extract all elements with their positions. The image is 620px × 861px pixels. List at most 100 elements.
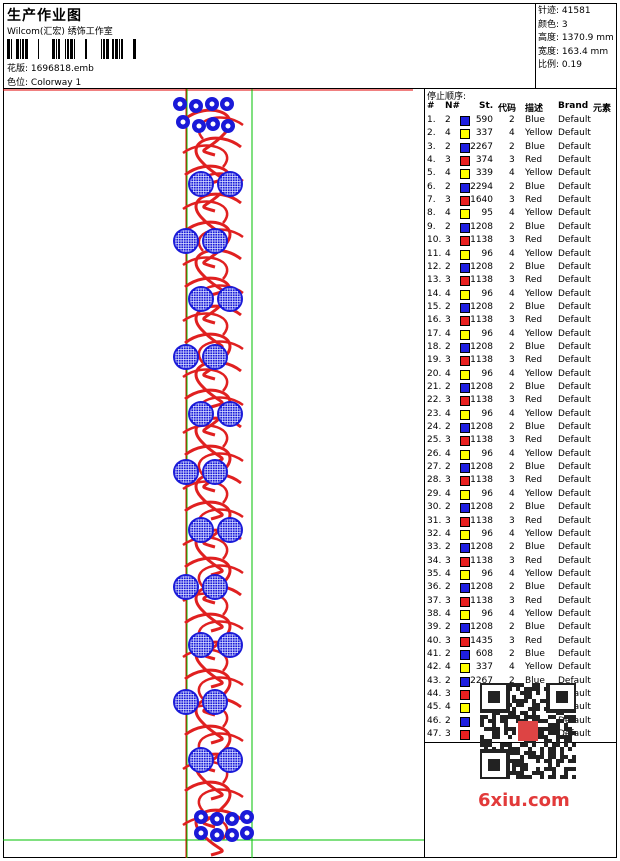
stat-width: 宽度: 163.4 mm bbox=[538, 46, 609, 57]
cell-brand: Default bbox=[558, 635, 591, 646]
cell-brand: Default bbox=[558, 675, 591, 686]
cell-stitches: 1138 bbox=[470, 355, 493, 366]
cell-stitches: 1138 bbox=[470, 475, 493, 486]
cell-code: 4 bbox=[509, 288, 515, 299]
red-swirl bbox=[182, 256, 229, 280]
blue-dot-center bbox=[177, 101, 183, 107]
cell-needle: 3 bbox=[445, 689, 451, 700]
cell-index: 27. bbox=[427, 462, 442, 473]
cell-needle: 4 bbox=[445, 288, 451, 299]
cell-stitches: 337 bbox=[475, 128, 493, 139]
cell-code: 4 bbox=[509, 568, 515, 579]
color-swatch bbox=[460, 116, 470, 126]
cell-stitches: 95 bbox=[481, 208, 493, 219]
cell-stitches: 1138 bbox=[470, 435, 493, 446]
cell-description: Blue bbox=[525, 301, 545, 312]
table-row: 20. 4 96 4 Yellow Default bbox=[425, 368, 617, 381]
cell-description: Blue bbox=[525, 261, 545, 272]
color-swatch bbox=[460, 302, 470, 313]
cell-stitches: 1640 bbox=[470, 195, 493, 206]
cell-code: 3 bbox=[509, 235, 515, 246]
cell-description: Red bbox=[525, 355, 543, 366]
colorway-line: 色位: Colorway 1 bbox=[7, 75, 81, 88]
cell-brand: Default bbox=[558, 502, 591, 513]
table-row: 25. 3 1138 3 Red Default bbox=[425, 434, 617, 447]
blue-dot-center bbox=[180, 119, 186, 125]
cell-needle: 4 bbox=[445, 368, 451, 379]
cell-stitches: 339 bbox=[475, 168, 493, 179]
cell-stitches: 96 bbox=[481, 448, 493, 459]
color-swatch bbox=[460, 636, 470, 647]
cell-description: Yellow bbox=[525, 662, 553, 673]
table-row: 27. 2 1208 2 Blue Default bbox=[425, 461, 617, 474]
color-swatch bbox=[460, 596, 470, 607]
cell-description: Red bbox=[525, 155, 543, 166]
blue-dot-center bbox=[214, 816, 220, 822]
cell-stitches: 1138 bbox=[470, 395, 493, 406]
cell-index: 35. bbox=[427, 568, 442, 579]
color-swatch bbox=[460, 556, 470, 567]
page-frame bbox=[3, 3, 617, 858]
cell-description: Red bbox=[525, 635, 543, 646]
cell-needle: 4 bbox=[445, 488, 451, 499]
cell-brand: Default bbox=[558, 141, 591, 152]
color-swatch bbox=[460, 182, 470, 193]
cell-index: 25. bbox=[427, 435, 442, 446]
cell-brand: Default bbox=[558, 315, 591, 326]
cell-description: Yellow bbox=[525, 128, 553, 139]
cell-needle: 2 bbox=[445, 261, 451, 272]
red-swirl bbox=[197, 788, 244, 812]
color-swatch bbox=[460, 690, 470, 701]
red-swirl bbox=[182, 536, 229, 560]
blue-dot-center bbox=[244, 814, 250, 820]
cell-brand: Default bbox=[558, 555, 591, 566]
cell-brand: Default bbox=[558, 568, 591, 579]
cell-needle: 3 bbox=[445, 555, 451, 566]
color-swatch bbox=[460, 129, 470, 140]
table-row: 19. 3 1138 3 Red Default bbox=[425, 354, 617, 367]
colorway-label: 色位: bbox=[7, 78, 29, 88]
cell-description: Yellow bbox=[525, 248, 553, 259]
cell-stitches: 96 bbox=[481, 568, 493, 579]
cell-code: 3 bbox=[509, 275, 515, 286]
cell-brand: Default bbox=[558, 288, 591, 299]
cell-needle: 3 bbox=[445, 475, 451, 486]
cell-brand: Default bbox=[558, 608, 591, 619]
cell-brand: Default bbox=[558, 395, 591, 406]
cell-brand: Default bbox=[558, 475, 591, 486]
table-row: 28. 3 1138 3 Red Default bbox=[425, 474, 617, 487]
cell-stitches: 96 bbox=[481, 248, 493, 259]
table-row: 11. 4 96 4 Yellow Default bbox=[425, 248, 617, 261]
cell-index: 41. bbox=[427, 649, 442, 659]
cell-code: 2 bbox=[509, 422, 515, 433]
table-row: 38. 4 96 4 Yellow Default bbox=[425, 608, 617, 621]
barcode bbox=[7, 39, 136, 59]
cell-needle: 2 bbox=[445, 675, 451, 686]
cell-index: 16. bbox=[427, 315, 442, 326]
blue-dot-center bbox=[196, 123, 202, 129]
color-swatch bbox=[460, 156, 470, 167]
cell-brand: Default bbox=[558, 448, 591, 459]
cell-description: Blue bbox=[525, 141, 545, 152]
cell-stitches: 96 bbox=[481, 368, 493, 379]
color-swatch bbox=[460, 609, 470, 620]
cell-index: 8. bbox=[427, 208, 436, 219]
cell-brand: Default bbox=[558, 248, 591, 259]
cell-code: 2 bbox=[509, 341, 515, 352]
color-swatch bbox=[460, 583, 470, 594]
red-swirl bbox=[184, 668, 232, 717]
company-name: Wilcom(汇宏) 绣饰工作室 bbox=[7, 27, 113, 37]
table-row: 30. 2 1208 2 Blue Default bbox=[425, 501, 617, 514]
cell-stitches: 1208 bbox=[470, 622, 493, 633]
cell-description: Yellow bbox=[525, 448, 553, 459]
cell-brand: Default bbox=[558, 462, 591, 473]
cell-stitches: 608 bbox=[475, 649, 493, 659]
cell-index: 30. bbox=[427, 502, 442, 513]
color-swatch bbox=[460, 316, 470, 327]
table-row: 7. 3 1640 3 Red Default bbox=[425, 194, 617, 207]
table-row: 37. 3 1138 3 Red Default bbox=[425, 595, 617, 608]
cell-brand: Default bbox=[558, 115, 591, 125]
color-swatch bbox=[460, 396, 470, 407]
cell-needle: 4 bbox=[445, 448, 451, 459]
cell-index: 18. bbox=[427, 341, 442, 352]
